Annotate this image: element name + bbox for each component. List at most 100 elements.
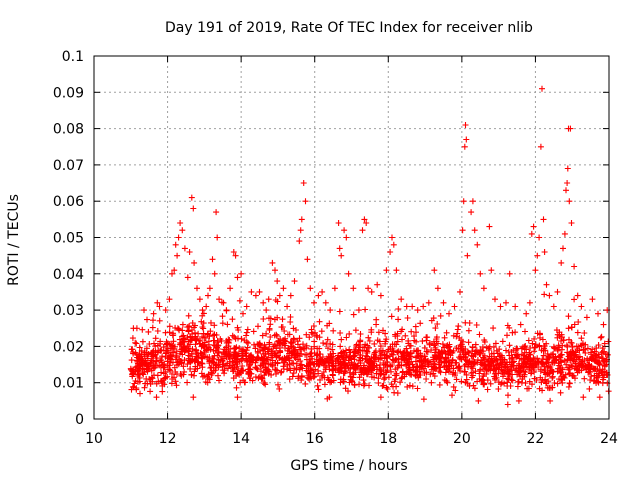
data-point <box>234 394 241 401</box>
data-point <box>471 227 478 234</box>
data-point <box>499 338 506 345</box>
data-point <box>198 370 205 377</box>
data-point <box>452 370 459 376</box>
data-point <box>486 223 493 230</box>
data-point <box>589 353 596 360</box>
data-point <box>291 278 298 285</box>
data-point <box>185 312 192 319</box>
data-point <box>337 350 344 357</box>
data-point <box>346 369 353 376</box>
data-point <box>148 367 155 374</box>
data-point <box>297 227 304 234</box>
data-point <box>395 316 402 323</box>
data-point <box>508 361 515 368</box>
data-point <box>330 327 337 334</box>
data-point <box>552 353 559 360</box>
data-point <box>166 296 173 303</box>
data-point <box>455 364 462 371</box>
data-point <box>502 364 509 371</box>
data-point <box>420 303 427 310</box>
data-point <box>423 376 430 382</box>
data-point <box>523 363 530 370</box>
data-point <box>389 362 396 368</box>
data-point <box>282 356 289 363</box>
data-point <box>274 314 281 321</box>
data-point <box>553 327 560 334</box>
data-point <box>462 319 469 326</box>
data-point <box>576 353 583 360</box>
data-point <box>289 373 296 380</box>
data-point <box>383 336 390 343</box>
y-tick-label: 0.03 <box>53 303 84 319</box>
data-point <box>522 328 528 335</box>
data-point <box>272 297 279 303</box>
chart-title: Day 191 of 2019, Rate Of TEC Index for r… <box>165 20 533 36</box>
data-point <box>210 364 217 371</box>
data-point <box>566 336 572 343</box>
data-point <box>444 379 451 386</box>
data-point <box>443 362 450 369</box>
data-point <box>189 327 195 333</box>
data-point <box>486 347 493 353</box>
data-point <box>159 388 166 395</box>
data-point <box>247 361 254 368</box>
data-point <box>302 380 309 387</box>
data-point <box>318 328 325 335</box>
data-point <box>459 227 466 234</box>
data-point <box>329 346 336 353</box>
data-point <box>217 361 223 368</box>
data-point <box>189 346 196 352</box>
data-point <box>279 316 286 323</box>
data-point <box>239 346 246 353</box>
data-point <box>294 338 301 345</box>
data-point <box>302 198 309 205</box>
data-point <box>480 362 487 369</box>
data-point <box>317 376 323 383</box>
data-point <box>187 353 194 360</box>
data-point <box>227 285 234 292</box>
y-tick-label: 0.01 <box>53 376 84 392</box>
data-point <box>595 370 602 377</box>
data-point <box>530 363 537 370</box>
data-point <box>171 267 178 274</box>
data-point <box>276 385 283 392</box>
data-point <box>427 340 433 347</box>
data-point <box>157 338 164 345</box>
data-point <box>244 344 251 351</box>
data-point <box>389 356 396 363</box>
data-point <box>203 303 210 310</box>
data-point <box>262 369 268 376</box>
data-point <box>215 349 222 356</box>
data-point <box>550 343 557 350</box>
data-point <box>181 245 188 252</box>
data-point <box>367 366 374 373</box>
data-point <box>248 288 255 295</box>
data-point <box>263 330 270 337</box>
data-point <box>281 328 288 334</box>
data-point <box>579 357 586 363</box>
data-point <box>358 369 365 376</box>
x-axis-label: GPS time / hours <box>290 458 407 474</box>
data-point <box>539 360 546 367</box>
data-point <box>454 330 461 337</box>
data-point <box>477 270 484 277</box>
data-point <box>266 315 272 322</box>
data-point <box>326 394 333 401</box>
data-point <box>578 303 585 310</box>
data-point <box>446 310 452 317</box>
data-point <box>425 299 432 306</box>
data-point <box>179 327 186 334</box>
data-point <box>307 285 314 292</box>
data-point <box>193 337 200 344</box>
data-point <box>133 340 140 347</box>
data-point <box>574 292 581 299</box>
data-point <box>357 351 364 358</box>
data-point <box>239 355 246 362</box>
data-point <box>421 344 428 351</box>
data-point <box>243 350 249 356</box>
data-point <box>487 380 494 387</box>
data-point <box>206 358 213 365</box>
data-point <box>567 125 574 132</box>
data-point <box>272 267 278 274</box>
data-point <box>310 323 317 329</box>
